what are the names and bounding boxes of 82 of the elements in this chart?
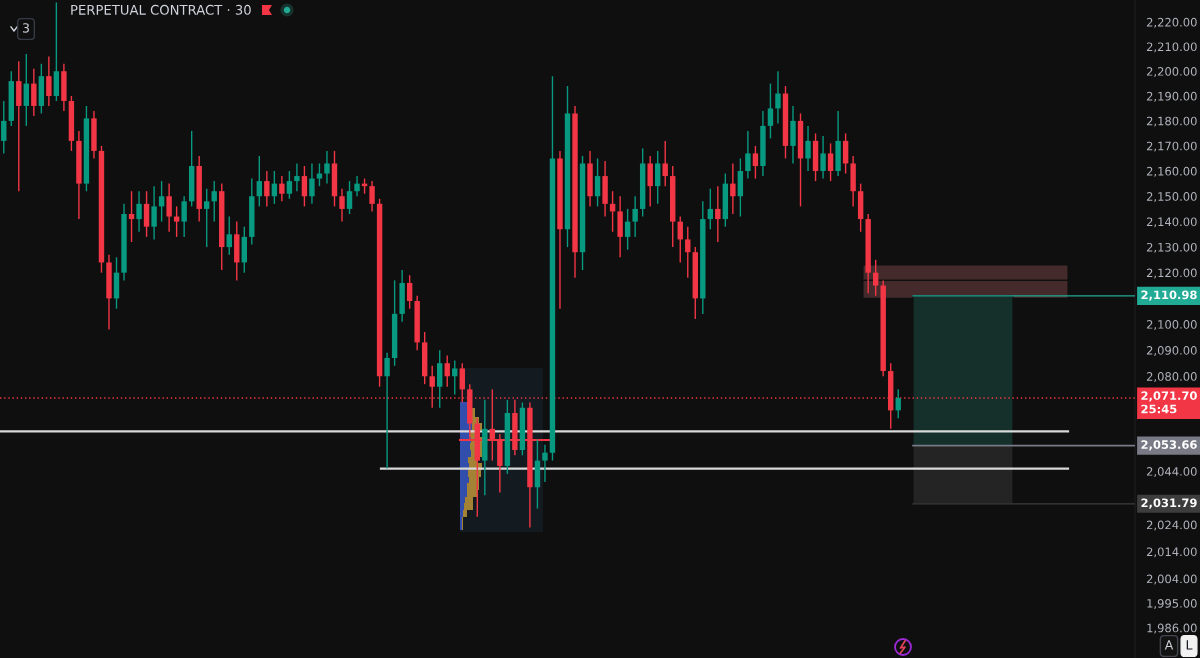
ref-line-label: 2,071.70 25:45 — [1141, 391, 1197, 414]
candlestick — [452, 359, 458, 396]
candlestick — [872, 259, 879, 297]
y-tick-label: 2,080.00 — [1146, 372, 1197, 382]
y-tick-label: 2,120.00 — [1146, 268, 1197, 279]
candlestick — [632, 195, 638, 238]
annotation: 3 — [22, 23, 29, 33]
ref-line-label: 2,053.66 — [1141, 440, 1197, 451]
candlestick — [369, 180, 375, 213]
y-tick-label: 2,200.00 — [1146, 67, 1197, 77]
y-tick-label: 2,180.00 — [1146, 116, 1197, 127]
candlestick — [820, 135, 826, 180]
candlestick — [23, 53, 30, 127]
candlestick — [136, 190, 142, 233]
candlestick — [143, 190, 150, 238]
candlestick — [827, 142, 834, 182]
candlestick — [204, 187, 210, 248]
candlestick — [775, 70, 781, 125]
candlestick — [31, 68, 37, 117]
candlestick — [895, 388, 901, 419]
y-tick-label: 2,024.00 — [1146, 520, 1197, 531]
candlestick — [406, 274, 413, 310]
candlestick — [767, 82, 774, 140]
candlestick — [542, 443, 548, 483]
candlestick — [662, 140, 668, 187]
candlestick — [384, 352, 390, 470]
candlestick — [324, 150, 330, 185]
candlestick — [173, 205, 180, 238]
y-tick-label: 1,995.00 — [1147, 599, 1197, 609]
ref-line-label: 2,031.79 — [1141, 498, 1197, 509]
y-tick-label: 2,044.00 — [1146, 467, 1197, 477]
y-tick-label: 2,170.00 — [1146, 141, 1197, 152]
candlestick — [715, 185, 721, 243]
candlestick — [624, 208, 631, 251]
ref-line-label: 2,110.98 — [1141, 290, 1197, 301]
candlestick — [279, 175, 285, 203]
candlestick — [46, 55, 52, 107]
candlestick — [316, 162, 323, 187]
candlestick — [685, 226, 691, 279]
candlestick — [842, 132, 849, 175]
candlestick — [444, 354, 450, 388]
candlestick — [151, 185, 157, 241]
candlestick — [1, 100, 7, 155]
candlestick — [181, 195, 187, 238]
candlestick — [128, 190, 135, 243]
candlestick — [707, 187, 714, 230]
candlestick — [226, 215, 232, 256]
candlestick — [211, 180, 217, 223]
candlestick — [158, 180, 165, 223]
candlestick — [346, 180, 353, 215]
candlestick — [354, 175, 360, 197]
candlestick — [286, 170, 293, 200]
text: L — [1186, 640, 1193, 650]
y-tick-label: 2,140.00 — [1146, 217, 1197, 228]
candlestick — [594, 157, 601, 208]
candlestick — [805, 125, 811, 172]
y-tick-label: 1,986.00 — [1147, 623, 1197, 634]
y-tick-label: 2,150.00 — [1146, 192, 1197, 202]
y-tick-label: 2,130.00 — [1146, 242, 1197, 253]
y-tick-label: 2,090.00 — [1146, 346, 1197, 356]
candlestick — [752, 145, 759, 180]
text: A — [1164, 640, 1174, 650]
candlestick — [339, 187, 345, 223]
candlestick — [301, 165, 308, 208]
candlestick — [294, 162, 300, 192]
y-tick-label: 2,100.00 — [1146, 320, 1197, 330]
y-tick-label: 2,190.00 — [1146, 91, 1197, 102]
candlestick — [745, 130, 751, 180]
candlestick — [647, 155, 653, 208]
y-tick-label: 2,004.00 — [1146, 574, 1197, 585]
y-tick-label: 2,220.00 — [1146, 17, 1197, 28]
candlestick — [264, 170, 270, 208]
candlestick — [730, 162, 736, 215]
candlestick — [256, 155, 263, 208]
chart-title: PERPETUAL CONTRACT · 30 — [71, 4, 251, 15]
y-tick-label: 2,014.00 — [1146, 547, 1197, 558]
candlestick — [654, 150, 661, 205]
y-tick-label: 2,160.00 — [1146, 166, 1197, 177]
y-tick-label: 2,210.00 — [1146, 42, 1197, 53]
candlestick — [166, 182, 172, 233]
candlestick — [437, 349, 443, 409]
candlestick — [309, 162, 315, 205]
